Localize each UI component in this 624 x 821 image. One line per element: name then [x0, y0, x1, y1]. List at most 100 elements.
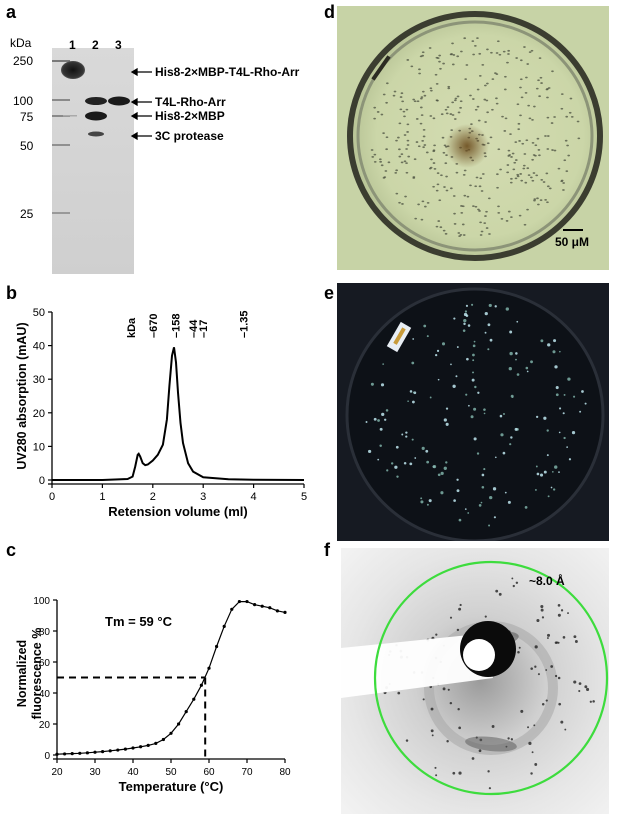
band-lane3-t4l	[108, 96, 130, 106]
data-point	[85, 751, 89, 755]
data-point	[245, 599, 249, 604]
marker-band-50	[52, 144, 70, 146]
x-tick-label: 30	[89, 767, 101, 778]
data-point	[237, 599, 241, 604]
data-point	[161, 737, 165, 742]
y-tick-label: 30	[33, 374, 45, 386]
y-tick-label: 40	[33, 341, 45, 353]
annotation-3c-protease: 3C protease	[155, 129, 224, 143]
x-tick-label: 2	[150, 491, 156, 503]
x-tick-label: 1	[99, 491, 105, 503]
y-tick-label: 100	[33, 596, 50, 607]
x-tick-label: 60	[203, 767, 215, 778]
marker-label: –1.35	[239, 310, 251, 338]
y-axis-label: Normalized	[15, 640, 29, 707]
data-point	[283, 610, 287, 614]
data-point	[93, 750, 97, 754]
brightfield-micrograph: 50 μM	[337, 6, 609, 270]
data-point	[123, 747, 127, 751]
data-point	[177, 722, 181, 726]
data-point	[230, 607, 234, 611]
data-point	[169, 731, 173, 735]
marker-label: –158	[170, 314, 182, 338]
data-point	[108, 749, 112, 753]
x-tick-label: 80	[279, 767, 291, 778]
y-tick-label: 40	[39, 689, 51, 700]
marker-label-100: 100	[13, 94, 34, 108]
x-tick-label: 20	[51, 767, 63, 778]
x-tick-label: 4	[251, 491, 257, 503]
data-point	[78, 751, 82, 755]
marker-label-75: 75	[20, 110, 34, 124]
data-point	[139, 745, 143, 749]
band-lane2-3c	[88, 131, 104, 137]
panel-label-a: a	[6, 2, 17, 22]
gel-figure	[52, 48, 134, 274]
x-tick-label: 50	[165, 767, 177, 778]
y-tick-label: 80	[39, 627, 51, 638]
y-tick-label: 60	[39, 658, 51, 669]
panel-label-b: b	[6, 283, 17, 303]
x-tick-label: 0	[49, 491, 55, 503]
panel-label-e: e	[324, 283, 335, 303]
data-point	[222, 624, 226, 628]
fluorescent-crystals	[365, 303, 587, 527]
marker-label-25: 25	[20, 207, 34, 221]
marker-label: –44	[188, 319, 200, 338]
data-point	[63, 752, 67, 756]
data-point	[154, 741, 158, 745]
marker-band-250	[52, 60, 70, 62]
brightfield-image	[337, 6, 609, 270]
y-tick-label: 0	[44, 751, 50, 762]
diffraction-image	[341, 548, 609, 814]
data-point	[275, 609, 279, 613]
data-point	[215, 644, 219, 649]
band-lane2-t4l	[85, 97, 107, 105]
resolution-label: ~8.0 Å	[529, 574, 565, 588]
data-point	[55, 752, 59, 756]
band-lane1-minor	[63, 115, 77, 117]
marker-band-75	[52, 115, 70, 117]
data-point	[70, 752, 74, 756]
data-point	[260, 604, 264, 608]
marker-label-50: 50	[20, 139, 34, 153]
y-tick-label: 10	[33, 441, 45, 453]
uv-micrograph	[337, 283, 609, 541]
marker-label: –670	[148, 314, 160, 338]
annotation-mbp: His8-2×MBP	[155, 109, 225, 123]
panel-label-f: f	[324, 540, 330, 560]
resolution-ring	[373, 560, 609, 796]
x-axis-label: Temperature (°C)	[119, 779, 224, 794]
gel-panel: kDa 250 100 75 50 25 1 2 3 His8-2×MBP-T4…	[0, 0, 320, 280]
marker-band-100	[52, 99, 70, 101]
scale-bar-label: 50 μM	[555, 235, 590, 249]
y-axis-label-2: fluorescence %	[30, 628, 44, 720]
data-point	[268, 606, 272, 610]
data-point	[253, 603, 257, 607]
lane-number-2: 2	[92, 38, 99, 52]
tm-annotation: Tm = 59 °C	[105, 614, 173, 629]
data-line	[52, 347, 305, 481]
marker-band-25	[52, 212, 70, 214]
data-point	[192, 697, 196, 701]
x-tick-label: 70	[241, 767, 253, 778]
data-point	[131, 746, 135, 750]
band-lane1-fusion	[61, 61, 85, 79]
lane-number-3: 3	[115, 38, 122, 52]
data-point	[184, 710, 188, 714]
data-point	[207, 666, 211, 670]
annotation-t4l-rho-arr: T4L-Rho-Arr	[155, 95, 226, 109]
y-tick-label: 50	[33, 307, 45, 319]
panel-label-c: c	[6, 540, 17, 560]
diffraction-pattern: ~8.0 Å	[341, 548, 609, 814]
data-point	[101, 749, 105, 754]
data-point	[146, 743, 150, 747]
y-tick-label: 20	[33, 408, 45, 420]
y-tick-label: 20	[39, 720, 51, 731]
gel-lanes-area	[52, 48, 134, 274]
panel-label-d: d	[324, 2, 335, 22]
data-point	[116, 748, 120, 752]
x-tick-label: 3	[200, 491, 206, 503]
